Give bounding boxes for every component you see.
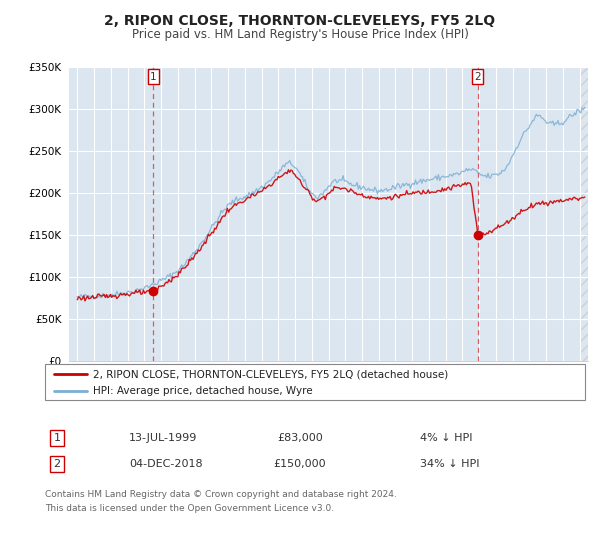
Text: 2, RIPON CLOSE, THORNTON-CLEVELEYS, FY5 2LQ (detached house): 2, RIPON CLOSE, THORNTON-CLEVELEYS, FY5 … [93,369,448,379]
Text: This data is licensed under the Open Government Licence v3.0.: This data is licensed under the Open Gov… [45,504,334,513]
Text: 13-JUL-1999: 13-JUL-1999 [129,433,197,443]
Text: 2: 2 [475,72,481,82]
Text: 2: 2 [53,459,61,469]
Text: HPI: Average price, detached house, Wyre: HPI: Average price, detached house, Wyre [93,386,313,396]
Bar [580,67,588,361]
Text: Price paid vs. HM Land Registry's House Price Index (HPI): Price paid vs. HM Land Registry's House … [131,28,469,41]
Text: £150,000: £150,000 [274,459,326,469]
Text: £83,000: £83,000 [277,433,323,443]
Text: 34% ↓ HPI: 34% ↓ HPI [420,459,479,469]
Text: 04-DEC-2018: 04-DEC-2018 [129,459,203,469]
Text: 1: 1 [150,72,157,82]
Text: 4% ↓ HPI: 4% ↓ HPI [420,433,473,443]
Text: 2, RIPON CLOSE, THORNTON-CLEVELEYS, FY5 2LQ: 2, RIPON CLOSE, THORNTON-CLEVELEYS, FY5 … [104,14,496,28]
Text: 1: 1 [53,433,61,443]
Text: Contains HM Land Registry data © Crown copyright and database right 2024.: Contains HM Land Registry data © Crown c… [45,490,397,499]
